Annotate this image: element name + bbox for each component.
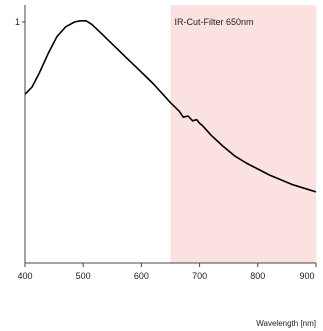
axes [24,5,316,264]
x-axis-title: Wavelength [nm] [256,319,316,328]
x-tick-label: 500 [76,271,91,281]
series-lines [24,19,317,193]
x-tick-label: 700 [192,271,207,281]
y-tick-label: 1 [15,17,20,27]
shaded-bands: IR-Cut-Filter 650nm [170,5,316,263]
x-tick-label: 600 [134,271,149,281]
x-tick-label: 400 [17,271,32,281]
x-tick-label: 800 [250,271,265,281]
filter-band-label: IR-Cut-Filter 650nm [175,17,254,27]
series-line [24,19,317,193]
x-axis-ticks: 400 500 600 700 800 900 [17,263,317,281]
y-axis-ticks: 1 [15,17,25,27]
x-tick-label: 900 [299,271,314,281]
filter-band [170,5,316,263]
